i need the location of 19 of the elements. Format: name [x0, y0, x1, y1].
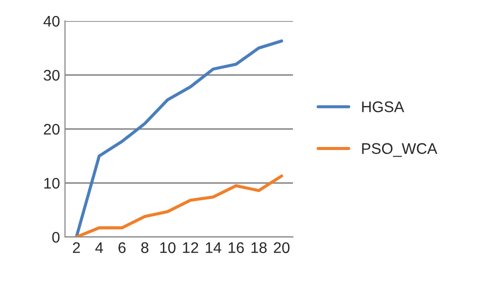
line-series — [74, 39, 284, 237]
legend-label: PSO_WCA — [362, 143, 438, 157]
x-tick-label: 6 — [118, 242, 126, 254]
x-tick-label: 2 — [72, 242, 80, 253]
x-tick-label: 12 — [183, 242, 198, 253]
y-tick-label: 0 — [52, 232, 60, 243]
x-tick-label: 18 — [251, 242, 267, 254]
x-tick-label: 4 — [95, 242, 103, 253]
x-tick-label: 14 — [206, 242, 222, 253]
y-tick-label: 10 — [44, 178, 60, 189]
y-tick-label: 40 — [44, 16, 60, 27]
legend-label: HGSA — [362, 101, 404, 112]
x-tick-label: 10 — [160, 242, 176, 254]
y-tick-label: 30 — [44, 70, 60, 81]
y-tick-label: 20 — [44, 124, 60, 135]
x-tick-label: 8 — [141, 242, 148, 254]
x-tick-label: 16 — [228, 242, 244, 254]
x-tick-label: 20 — [274, 242, 290, 254]
line-series — [74, 174, 284, 237]
